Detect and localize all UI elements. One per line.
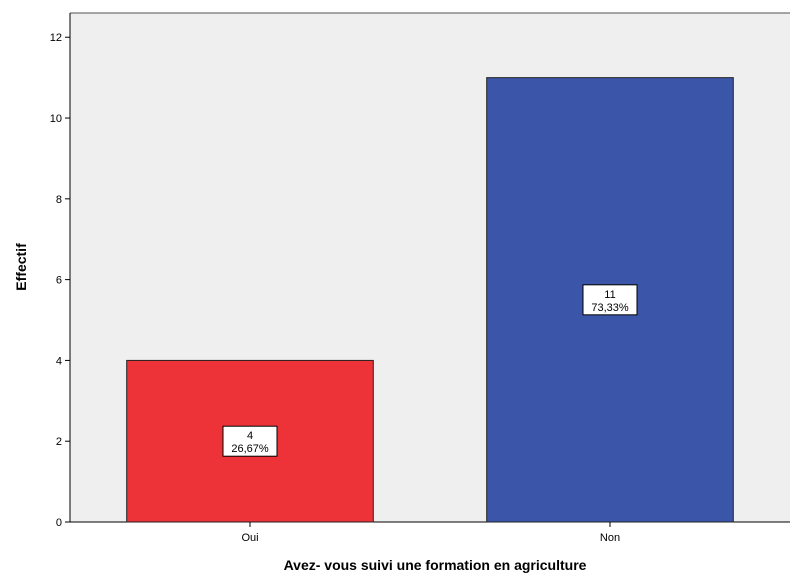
y-tick-label: 0 [56, 517, 62, 529]
y-tick-label: 6 [56, 275, 62, 287]
y-axis-title: Effectif [13, 243, 29, 291]
data-label-box [222, 425, 278, 457]
data-label-percent: 73,33% [591, 302, 629, 314]
y-ticks: 0 2 4 6 8 10 12 [50, 32, 70, 529]
y-tick-label: 8 [56, 194, 62, 206]
y-tick-label: 2 [56, 436, 62, 448]
y-tick-label: 12 [50, 32, 62, 44]
data-label-box [582, 284, 638, 316]
data-label-count: 11 [604, 289, 615, 301]
x-ticks: Oui Non [241, 522, 620, 544]
data-label-count: 4 [247, 430, 253, 442]
x-tick-label: Non [600, 532, 620, 544]
y-tick-label: 10 [50, 113, 62, 125]
y-tick-label: 4 [56, 355, 62, 367]
data-label-percent: 26,67% [231, 443, 269, 455]
x-tick-label: Oui [241, 532, 258, 544]
x-axis-title: Avez- vous suivi une formation en agricu… [284, 557, 587, 573]
